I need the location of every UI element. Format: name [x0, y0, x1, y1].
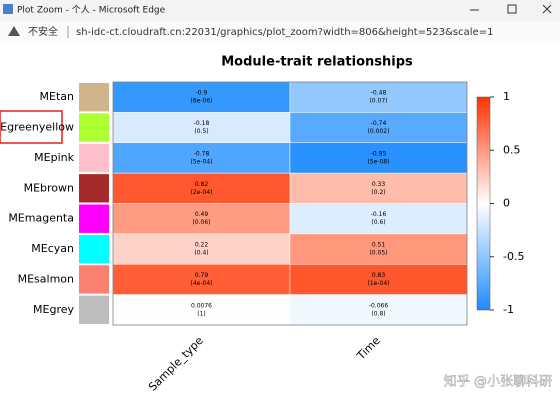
cell-value: 0.49 [195, 211, 209, 218]
row-color [79, 265, 109, 294]
cell-pvalue: (0.05) [369, 250, 387, 257]
cell-value: 0.51 [372, 242, 386, 249]
row-label: MEgrey [33, 303, 74, 316]
cell-pvalue: (5e-04) [191, 158, 213, 165]
colorbar-tick-label: -0.5 [503, 250, 524, 263]
close-button[interactable] [542, 4, 552, 14]
row-label: MEpink [34, 151, 74, 164]
heatmap-cell [112, 264, 291, 295]
row-color [79, 83, 109, 112]
colorbar-tick-label: -1 [503, 303, 514, 316]
cell-pvalue: (0.2) [371, 189, 385, 196]
heatmap-cell [289, 264, 468, 295]
cell-value: 0.0076 [191, 302, 212, 309]
colorbar-tick-label: 0.5 [503, 143, 521, 156]
cell-value: -0.9 [196, 90, 208, 97]
heatmap-cell [289, 233, 468, 265]
heatmap-cell [112, 203, 291, 235]
cell-value: -0.95 [371, 150, 387, 157]
row-color [79, 204, 109, 233]
row-label: MEgreenyellow [0, 121, 74, 134]
heatmap-cell [112, 172, 291, 204]
heatmap-cell [289, 172, 468, 204]
url[interactable]: sh-idc-ct.cloudraft.cn:22031/graphics/pl… [76, 27, 493, 38]
cell-pvalue: (0.6) [371, 219, 385, 226]
cell-pvalue: (5e-08) [368, 158, 390, 165]
cell-pvalue: (0.07) [369, 98, 387, 105]
highlight-box [0, 110, 63, 144]
cell-pvalue: (0.4) [194, 250, 208, 257]
cell-pvalue: (0.5) [194, 128, 208, 135]
window-title: Plot Zoom - 个人 - Microsoft Edge [17, 5, 166, 16]
chart-title: Module-trait relationships [221, 55, 413, 70]
heatmap-cell [289, 294, 468, 326]
row-color [79, 295, 109, 324]
heatmap-frame [112, 81, 468, 326]
cell-pvalue: (4e-04) [191, 280, 213, 287]
cell-value: 0.33 [372, 181, 386, 188]
maximize-button[interactable] [507, 4, 517, 14]
cell-value: 0.22 [195, 242, 209, 249]
heatmap-cell [112, 294, 291, 326]
security-warning[interactable]: 不安全 [28, 25, 58, 38]
cell-value: -0.74 [371, 120, 387, 127]
row-color [79, 234, 109, 264]
cell-pvalue: (0.8) [371, 310, 385, 317]
row-label: MEmagenta [8, 212, 74, 225]
cell-value: -0.16 [371, 211, 387, 218]
heatmap-cell [112, 112, 291, 143]
cell-value: -0.78 [194, 150, 210, 157]
cell-pvalue: (6e-06) [191, 98, 213, 105]
cell-value: -0.48 [371, 90, 387, 97]
cell-value: 0.83 [372, 272, 386, 279]
cell-value: 0.79 [195, 272, 209, 279]
cell-pvalue: (0.06) [192, 219, 210, 226]
cell-pvalue: (1) [197, 310, 206, 317]
colorbar [476, 96, 491, 311]
title-bar [0, 0, 560, 21]
watermark: 知乎 @小张聊科研 [444, 374, 552, 390]
row-label: MEsalmon [18, 272, 74, 285]
cell-pvalue: (0.002) [368, 128, 390, 135]
row-label: MEcyan [31, 242, 74, 255]
cell-value: -0.18 [194, 120, 210, 127]
row-color [79, 113, 109, 142]
app-icon [3, 4, 13, 14]
cell-value: 0.82 [195, 181, 209, 188]
row-label: MEbrown [24, 181, 74, 194]
heatmap-cell [112, 142, 291, 174]
cell-value: -0.066 [369, 302, 389, 309]
row-color [79, 174, 109, 203]
row-color [79, 143, 109, 173]
cell-pvalue: (1e-04) [368, 280, 390, 287]
cell-pvalue: (2e-04) [191, 189, 213, 196]
heatmap-cell [289, 112, 468, 143]
address-bar [0, 21, 560, 43]
row-label: MEtan [40, 90, 74, 103]
colorbar-tick-label: 0 [503, 197, 510, 210]
colorbar-tick-label: 1 [503, 90, 510, 103]
warning-icon [8, 26, 20, 36]
